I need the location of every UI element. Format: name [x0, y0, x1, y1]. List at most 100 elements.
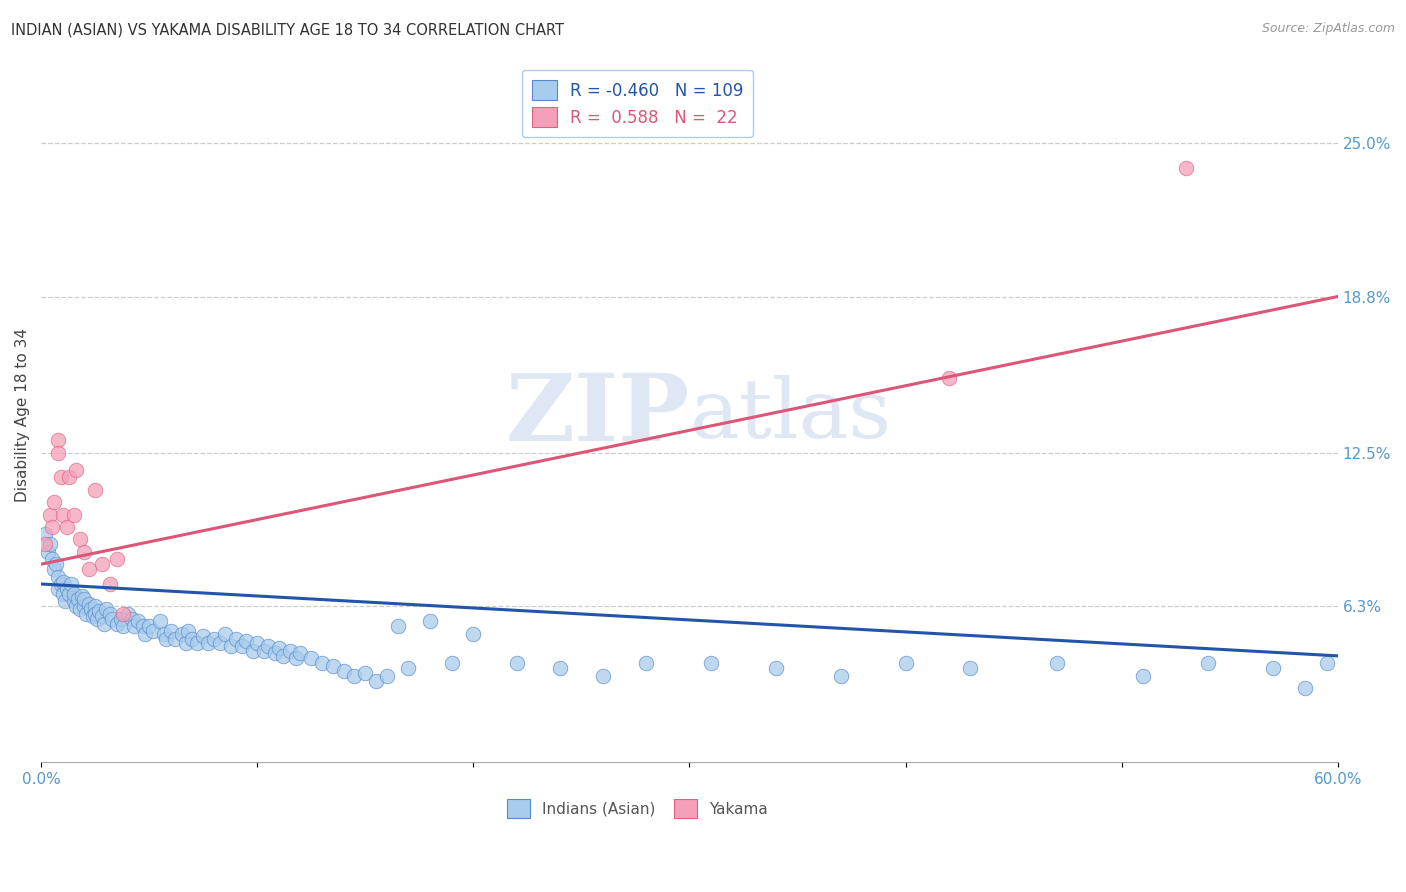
Point — [105, 552, 128, 566]
Text: atlas: atlas — [689, 376, 891, 456]
Point — [122, 619, 145, 633]
Point — [149, 614, 172, 628]
Point — [45, 557, 67, 571]
Point — [82, 609, 104, 624]
Point — [700, 657, 723, 671]
Point — [165, 632, 187, 646]
Point — [174, 636, 197, 650]
Point — [193, 629, 215, 643]
Point — [101, 612, 124, 626]
Point — [90, 557, 112, 571]
Point — [84, 483, 107, 497]
Point — [253, 644, 276, 658]
Point — [48, 569, 70, 583]
Point — [62, 508, 84, 522]
Point — [52, 587, 75, 601]
Point — [463, 626, 485, 640]
Point — [42, 562, 65, 576]
Point — [34, 527, 56, 541]
Point — [263, 647, 285, 661]
Point — [56, 582, 79, 596]
Point — [66, 591, 89, 606]
Point — [285, 651, 308, 665]
Point — [202, 632, 225, 646]
Point — [311, 657, 333, 671]
Point — [58, 587, 80, 601]
Point — [592, 669, 614, 683]
Point — [138, 619, 160, 633]
Point — [84, 599, 107, 614]
Point — [214, 626, 236, 640]
Point — [505, 657, 527, 671]
Point — [90, 609, 112, 624]
Text: Source: ZipAtlas.com: Source: ZipAtlas.com — [1261, 22, 1395, 36]
Point — [60, 577, 83, 591]
Point — [387, 619, 409, 633]
Point — [155, 632, 177, 646]
Point — [56, 520, 79, 534]
Point — [186, 636, 208, 650]
Point — [142, 624, 165, 638]
Text: INDIAN (ASIAN) VS YAKAMA DISABILITY AGE 18 TO 34 CORRELATION CHART: INDIAN (ASIAN) VS YAKAMA DISABILITY AGE … — [11, 22, 564, 37]
Point — [38, 508, 60, 522]
Point — [894, 657, 917, 671]
Point — [48, 582, 70, 596]
Point — [219, 639, 242, 653]
Point — [41, 552, 63, 566]
Point — [398, 661, 420, 675]
Point — [170, 626, 193, 640]
Point — [112, 619, 135, 633]
Point — [73, 599, 96, 614]
Point — [1175, 161, 1198, 175]
Point — [343, 669, 366, 683]
Point — [246, 636, 269, 650]
Point — [257, 639, 280, 653]
Point — [830, 669, 852, 683]
Point — [225, 632, 247, 646]
Point — [1316, 657, 1339, 671]
Point — [49, 577, 72, 591]
Point — [62, 594, 84, 608]
Point — [209, 636, 232, 650]
Point — [1197, 657, 1219, 671]
Point — [98, 607, 121, 621]
Point — [765, 661, 787, 675]
Point — [1294, 681, 1316, 695]
Point — [159, 624, 181, 638]
Point — [636, 657, 658, 671]
Point — [48, 445, 70, 459]
Point — [112, 607, 135, 621]
Point — [131, 619, 153, 633]
Point — [98, 577, 121, 591]
Point — [117, 607, 139, 621]
Point — [65, 463, 87, 477]
Point — [76, 607, 98, 621]
Text: ZIP: ZIP — [505, 370, 689, 460]
Point — [105, 616, 128, 631]
Point — [332, 664, 354, 678]
Point — [34, 537, 56, 551]
Point — [93, 616, 115, 631]
Point — [52, 508, 75, 522]
Point — [86, 612, 108, 626]
Point — [177, 624, 200, 638]
Point — [419, 614, 441, 628]
Point — [1261, 661, 1284, 675]
Point — [80, 601, 103, 615]
Point — [231, 639, 253, 653]
Point — [235, 634, 257, 648]
Point — [267, 641, 290, 656]
Point — [290, 647, 312, 661]
Point — [69, 533, 91, 547]
Point — [938, 371, 960, 385]
Legend: Indians (Asian), Yakama: Indians (Asian), Yakama — [501, 793, 775, 824]
Point — [375, 669, 398, 683]
Point — [1046, 657, 1069, 671]
Point — [42, 495, 65, 509]
Point — [73, 591, 96, 606]
Point — [364, 673, 387, 688]
Point — [65, 599, 87, 614]
Point — [153, 626, 176, 640]
Point — [548, 661, 571, 675]
Point — [48, 434, 70, 448]
